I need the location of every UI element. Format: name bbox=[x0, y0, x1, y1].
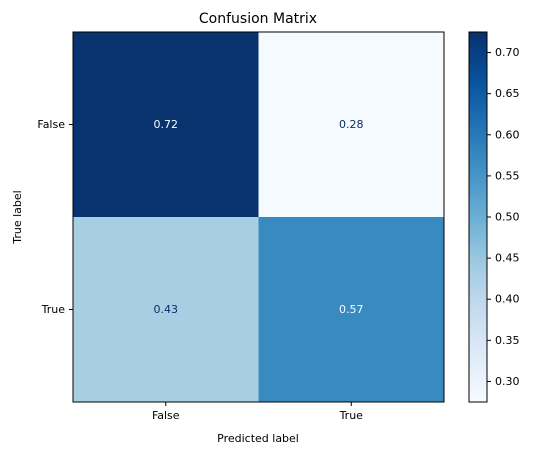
y-tick-label: True bbox=[41, 303, 66, 316]
x-axis-label: Predicted label bbox=[217, 432, 299, 445]
x-axis-ticks: False True bbox=[152, 402, 363, 422]
plot-frame bbox=[72, 31, 445, 403]
colorbar-tick-label: 0.30 bbox=[495, 375, 520, 388]
heatmap-cell-1-1 bbox=[258, 217, 445, 403]
x-tick-label: False bbox=[152, 409, 180, 422]
colorbar-tick-label: 0.35 bbox=[495, 334, 520, 347]
colorbar-tick-label: 0.65 bbox=[495, 87, 520, 100]
colorbar-tick-label: 0.40 bbox=[495, 293, 520, 306]
colorbar-tick-label: 0.55 bbox=[495, 169, 520, 182]
colorbar-tick-label: 0.60 bbox=[495, 128, 520, 141]
heatmap-cells bbox=[73, 32, 445, 403]
heatmap-cell-0-0 bbox=[73, 32, 259, 218]
y-axis-ticks: False True bbox=[37, 118, 73, 316]
colorbar-tick-label: 0.45 bbox=[495, 252, 520, 265]
heatmap-cell-0-1 bbox=[258, 32, 445, 218]
colorbar-tick-label: 0.70 bbox=[495, 46, 520, 59]
colorbar-ticks: 0.30 0.35 0.40 0.45 0.50 0.55 0.60 0.65 0.70 bbox=[487, 46, 520, 388]
cell-label-0-1: 0.28 bbox=[339, 118, 364, 131]
x-tick-label: True bbox=[339, 409, 364, 422]
cell-label-1-0: 0.43 bbox=[154, 303, 179, 316]
heatmap-cell-labels: 0.72 0.28 0.43 0.57 bbox=[154, 118, 364, 316]
y-tick-label: False bbox=[37, 118, 65, 131]
y-axis-label: True label bbox=[11, 190, 24, 244]
cell-label-1-1: 0.57 bbox=[339, 303, 364, 316]
chart-title: Confusion Matrix bbox=[199, 11, 317, 27]
colorbar-tick-label: 0.50 bbox=[495, 211, 520, 224]
cell-label-0-0: 0.72 bbox=[154, 118, 179, 131]
colorbar bbox=[468, 31, 488, 403]
heatmap-cell-1-0 bbox=[73, 217, 259, 403]
